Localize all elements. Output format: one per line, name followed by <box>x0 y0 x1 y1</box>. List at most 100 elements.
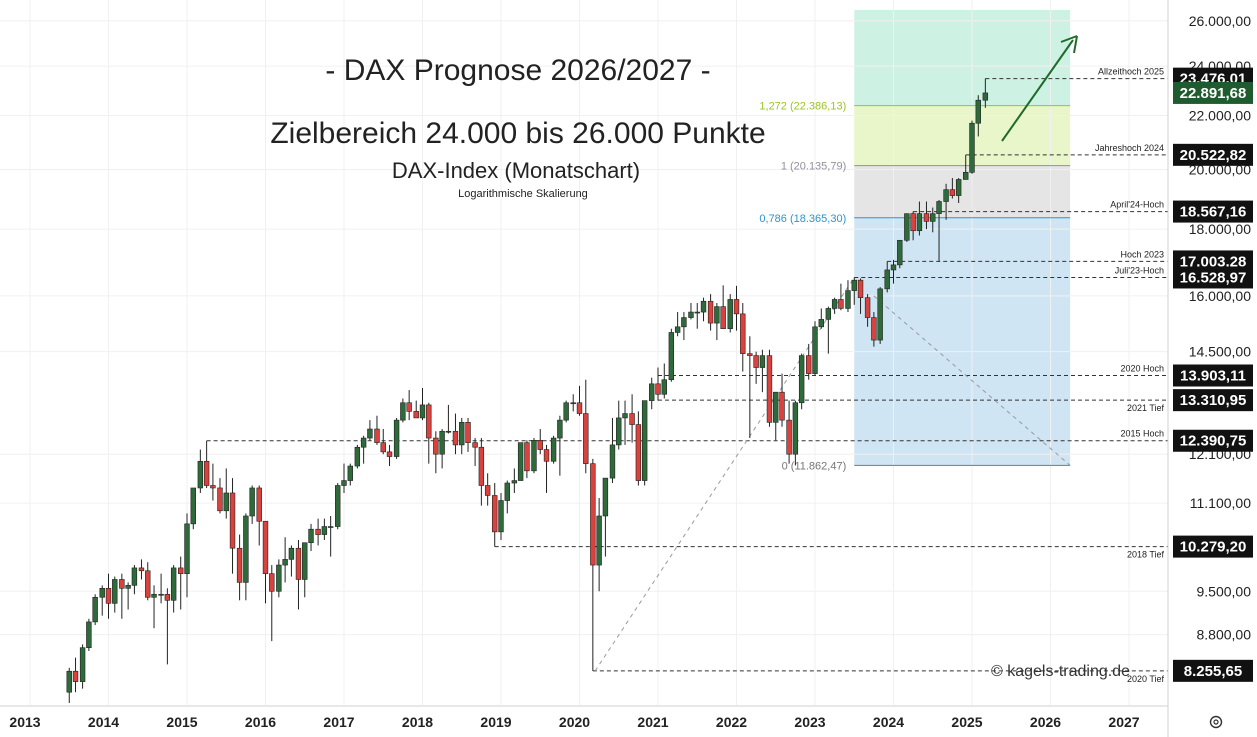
candle-body-56 <box>433 437 439 455</box>
candle-body-1 <box>72 670 79 682</box>
candle-body-5 <box>99 588 105 598</box>
candle-body-109 <box>779 391 785 421</box>
candle-body-3 <box>86 621 92 648</box>
candle-body-68 <box>511 480 518 484</box>
candle-body-138 <box>969 122 975 173</box>
candle-body-76 <box>563 402 569 421</box>
level-badge-text-9: 8.255,65 <box>1184 663 1242 680</box>
y-tick-label-8: 22.000,00 <box>1189 107 1251 123</box>
candle-body-75 <box>557 419 563 439</box>
y-tick-label-2: 11.100,00 <box>1190 495 1251 511</box>
candle-body-58 <box>445 430 452 433</box>
fib-label-1: 1 (20.135,79) <box>781 161 846 173</box>
candle-body-131 <box>923 213 930 222</box>
candle-body-102 <box>733 299 740 315</box>
candle-body-92 <box>668 332 675 381</box>
settings-gear-icon[interactable] <box>1209 715 1223 729</box>
horizontal-levels: Allzeithoch 2025 Jahreshoch 2024 April'24-… <box>206 67 1168 684</box>
candle-body-140 <box>982 92 989 101</box>
candle-body-128 <box>904 213 910 241</box>
candle-body-120 <box>851 279 857 291</box>
candle-body-136 <box>955 179 962 196</box>
candle-body-0 <box>66 670 72 693</box>
candle-body-116 <box>825 308 832 320</box>
candle-body-40 <box>327 526 334 528</box>
candle-body-54 <box>419 404 426 419</box>
candle-body-74 <box>550 437 557 462</box>
level-badge-9 <box>1173 659 1253 682</box>
candle-body-118 <box>838 299 844 309</box>
candle-body-51 <box>400 402 406 421</box>
fib-zone-0 <box>854 10 1071 106</box>
fib-zone-3 <box>854 217 1071 466</box>
candle-body-85 <box>622 413 628 419</box>
level-name-2: April'24-Hoch <box>1110 200 1164 210</box>
level-badge-6 <box>1173 389 1253 412</box>
fib-zone-2 <box>854 165 1071 218</box>
candle-body-4 <box>92 596 98 623</box>
forecast-arrow-head <box>1060 35 1078 54</box>
candle-body-20 <box>197 460 204 489</box>
level-name-3: Hoch 2023 <box>1120 249 1164 259</box>
x-tick-label-2: 2015 <box>166 714 197 730</box>
candle-body-17 <box>178 567 184 574</box>
candle-body-45 <box>360 437 367 448</box>
scale-note: Logarithmische Skalierung <box>458 188 588 200</box>
x-tick-label-12: 2025 <box>951 714 982 730</box>
x-tick-label-9: 2022 <box>716 714 747 730</box>
level-badge-7 <box>1173 429 1253 452</box>
candle-body-37 <box>308 528 314 544</box>
candle-body-21 <box>203 460 210 486</box>
candle-body-73 <box>543 449 550 462</box>
candle-body-13 <box>151 593 157 598</box>
candle-body-129 <box>910 213 916 232</box>
candle-body-57 <box>439 430 445 455</box>
candle-body-104 <box>747 353 753 356</box>
candle-body-67 <box>504 482 510 501</box>
candle-body-16 <box>170 567 177 601</box>
candle-body-31 <box>269 573 275 592</box>
candle-body-71 <box>531 440 537 472</box>
candle-body-47 <box>374 428 380 443</box>
candle-body-26 <box>236 547 243 583</box>
candle-body-69 <box>517 442 524 481</box>
candle-body-72 <box>537 440 543 450</box>
candle-body-62 <box>472 442 478 448</box>
candle-body-66 <box>498 500 504 533</box>
candle-body-30 <box>262 520 269 574</box>
candle-body-9 <box>125 585 131 589</box>
level-badge-text-8: 10.279,20 <box>1180 539 1247 556</box>
level-name-8: 2018 Tief <box>1127 550 1165 560</box>
level-badge-8 <box>1173 535 1253 558</box>
level-badge-text-5: 13.903,11 <box>1180 367 1246 384</box>
candle-body-126 <box>890 264 897 271</box>
x-tick-label-3: 2016 <box>245 714 276 730</box>
x-tick-label-10: 2023 <box>794 714 825 730</box>
candle-body-115 <box>818 319 824 328</box>
candle-body-135 <box>949 189 956 196</box>
candle-body-63 <box>478 446 485 486</box>
candle-body-48 <box>380 442 386 453</box>
candle-body-112 <box>798 355 805 404</box>
candle-body-2 <box>79 647 86 682</box>
chart-subtitle: Zielbereich 24.000 bis 26.000 Punkte <box>270 117 765 150</box>
candle-body-82 <box>602 477 609 517</box>
current-price-text: 22.891,68 <box>1180 85 1247 102</box>
candle-body-35 <box>295 547 302 580</box>
candle-body-121 <box>857 279 864 298</box>
x-tick-label-8: 2021 <box>637 714 668 730</box>
candle-body-25 <box>229 492 236 549</box>
candle-body-94 <box>681 317 687 328</box>
y-tick-label-6: 18.000,00 <box>1189 221 1251 237</box>
current-price-badge <box>1173 81 1253 104</box>
candle-body-111 <box>792 402 799 455</box>
level-badge-text-4: 16.528,97 <box>1180 269 1247 286</box>
index-name: DAX-Index (Monatschart) <box>392 158 640 183</box>
x-tick-label-11: 2024 <box>873 714 904 730</box>
candle-body-19 <box>190 487 196 525</box>
x-tick-label-6: 2019 <box>480 714 511 730</box>
candle-body-139 <box>975 99 981 124</box>
candle-body-89 <box>649 383 655 401</box>
candle-body-15 <box>164 593 171 601</box>
